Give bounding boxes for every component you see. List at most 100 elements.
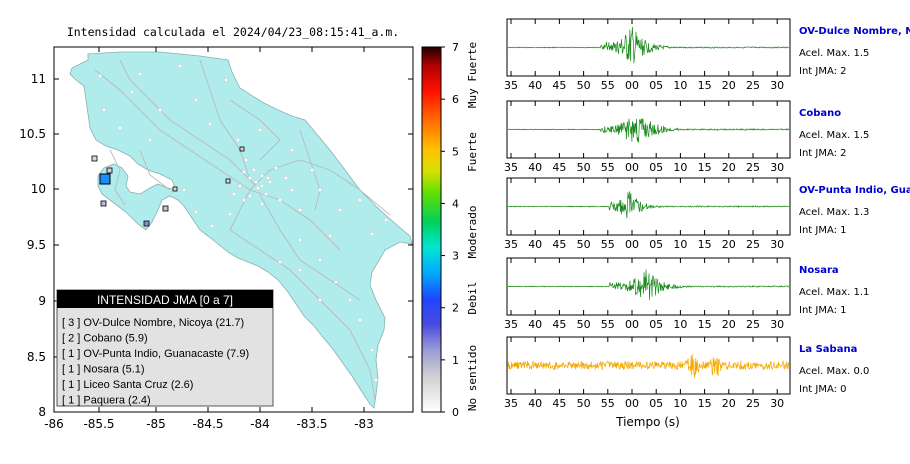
station-marker bbox=[225, 178, 231, 184]
station-dot bbox=[328, 234, 332, 238]
waveform-tick-label: 50 bbox=[577, 397, 591, 410]
station-dot bbox=[358, 318, 362, 322]
waveform-tick-label: 20 bbox=[722, 238, 736, 251]
colorbar-tick-label: 5 bbox=[452, 145, 459, 158]
station-jma: Int JMA: 0 bbox=[799, 384, 847, 395]
station-dot bbox=[208, 122, 212, 126]
map-title: Intensidad calculada el 2024/04/23_08:15… bbox=[67, 25, 399, 39]
station-jma: Int JMA: 1 bbox=[799, 225, 847, 236]
station-name: La Sabana bbox=[799, 344, 857, 355]
waveform-tick-label: 15 bbox=[698, 161, 712, 174]
colorbar-tick-label: 6 bbox=[452, 93, 459, 106]
station-dot bbox=[254, 180, 258, 184]
station-jma: Int JMA: 1 bbox=[799, 305, 847, 316]
waveform-panel: 35 40 45 50 55 00 05 10 15 20 25 30 Cobano Acel. Max.… bbox=[504, 100, 869, 174]
waveform-tick-label: 25 bbox=[746, 79, 760, 92]
waveform-tick-label: 20 bbox=[722, 79, 736, 92]
station-dot bbox=[298, 268, 302, 272]
station-nosara[interactable] bbox=[100, 200, 107, 207]
waveform-tick-label: 30 bbox=[770, 238, 784, 251]
colorbar-level-label: Muy Fuerte bbox=[466, 42, 479, 108]
waveform-tick-label: 45 bbox=[552, 397, 566, 410]
station-dot bbox=[244, 158, 248, 162]
waveform-tick-label: 55 bbox=[601, 161, 615, 174]
waveform-tick-label: 25 bbox=[746, 397, 760, 410]
station-dot bbox=[318, 258, 322, 262]
waveform-tick-label: 00 bbox=[625, 397, 639, 410]
station-accel: Acel. Max. 1.5 bbox=[799, 48, 869, 59]
station-dot bbox=[260, 202, 264, 206]
map-y-tick-label: 8.5 bbox=[27, 350, 46, 364]
waveform-tick-label: 10 bbox=[673, 161, 687, 174]
waveform-trace bbox=[508, 26, 790, 64]
waveform-tick-label: 10 bbox=[673, 397, 687, 410]
waveform-tick-label: 10 bbox=[673, 238, 687, 251]
station-dot bbox=[232, 192, 236, 196]
waveform-xlabel: Tiempo (s) bbox=[615, 415, 680, 429]
station-dot bbox=[260, 184, 264, 188]
colorbar-tick-label: 2 bbox=[452, 302, 459, 315]
colorbar-level-label: Debil bbox=[466, 281, 479, 314]
station-paquera[interactable] bbox=[162, 205, 169, 212]
station-dot bbox=[256, 186, 260, 190]
station-name: OV-Punta Indio, Guanacaste bbox=[799, 185, 910, 196]
waveform-tick-label: 40 bbox=[528, 318, 542, 331]
map-x-tick-label: -85 bbox=[146, 417, 166, 431]
map-y-tick-label: 9.5 bbox=[27, 238, 46, 252]
station-dot bbox=[334, 280, 338, 284]
station-dot bbox=[228, 212, 232, 216]
station-ov-dulce-nombre[interactable] bbox=[99, 173, 111, 185]
legend-item: [ 1 ] Liceo Santa Cruz (2.6) bbox=[62, 379, 193, 391]
waveform-tick-label: 30 bbox=[770, 318, 784, 331]
waveform-tick-label: 45 bbox=[552, 79, 566, 92]
station-accel: Acel. Max. 1.1 bbox=[799, 287, 869, 298]
waveform-tick-label: 15 bbox=[698, 318, 712, 331]
waveform-tick-label: 35 bbox=[504, 318, 518, 331]
station-dot bbox=[248, 194, 252, 198]
legend-header bbox=[57, 290, 273, 308]
waveform-tick-label: 10 bbox=[673, 318, 687, 331]
waveform-tick-label: 05 bbox=[649, 238, 663, 251]
station-jma: Int JMA: 2 bbox=[799, 66, 847, 77]
station-name: OV-Dulce Nombre, Nicoya bbox=[799, 26, 910, 37]
waveform-trace bbox=[507, 191, 790, 219]
station-dot bbox=[138, 72, 142, 76]
waveform-tick-label: 45 bbox=[552, 238, 566, 251]
waveform-tick-label: 45 bbox=[552, 318, 566, 331]
station-dot bbox=[268, 180, 272, 184]
station-dot bbox=[384, 218, 388, 222]
waveform-frame bbox=[506, 336, 791, 395]
waveform-tick-label: 55 bbox=[601, 397, 615, 410]
waveform-tick-label: 30 bbox=[770, 397, 784, 410]
waveform-tick-label: 20 bbox=[722, 397, 736, 410]
waveform-tick-label: 35 bbox=[504, 161, 518, 174]
station-punta-indio[interactable] bbox=[91, 155, 98, 162]
waveform-tick-label: 05 bbox=[649, 79, 663, 92]
waveform-tick-label: 00 bbox=[625, 79, 639, 92]
waveform-tick-label: 10 bbox=[673, 79, 687, 92]
waveform-tick-label: 20 bbox=[722, 318, 736, 331]
station-dot bbox=[358, 198, 362, 202]
waveform-tick-label: 20 bbox=[722, 161, 736, 174]
waveform-tick-label: 35 bbox=[504, 79, 518, 92]
waveform-tick-label: 15 bbox=[698, 79, 712, 92]
station-liceo-santa-cruz[interactable] bbox=[106, 167, 113, 174]
colorbar-gradient bbox=[421, 46, 442, 413]
station-dot bbox=[242, 170, 246, 174]
waveform-tick-label: 50 bbox=[577, 79, 591, 92]
map-x-tick-label: -83 bbox=[354, 417, 374, 431]
station-dot bbox=[298, 208, 302, 212]
station-cobano[interactable] bbox=[143, 220, 150, 227]
station-dot bbox=[248, 176, 252, 180]
waveform-tick-label: 40 bbox=[528, 79, 542, 92]
station-dot bbox=[182, 188, 186, 192]
station-jma: Int JMA: 2 bbox=[799, 148, 847, 159]
station-dot bbox=[370, 232, 374, 236]
station-dot bbox=[348, 298, 352, 302]
station-dot bbox=[118, 126, 122, 130]
station-dot bbox=[274, 166, 278, 170]
station-dot bbox=[238, 184, 242, 188]
map-y-tick-label: 11 bbox=[31, 72, 46, 86]
map-y-tick-label: 8 bbox=[38, 405, 46, 419]
